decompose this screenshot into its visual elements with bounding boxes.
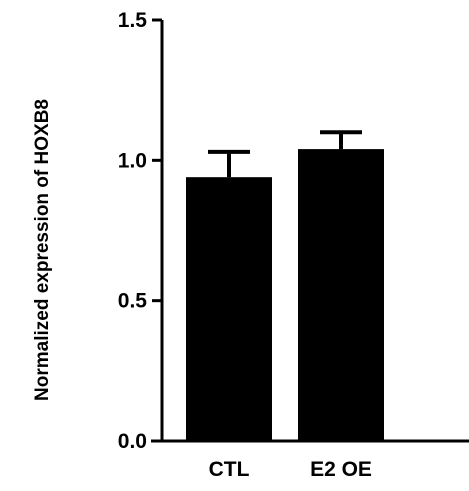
y-tick-label: 1.0 bbox=[118, 149, 147, 172]
y-tick-label: 0.0 bbox=[118, 430, 147, 453]
bar-e2-oe bbox=[298, 149, 384, 441]
y-axis-label: Normalized expression of HOXB8 bbox=[32, 99, 53, 401]
bar-ctl bbox=[186, 177, 272, 441]
y-tick-label: 0.5 bbox=[118, 290, 148, 313]
x-tick-labels: CTL E2 OE bbox=[209, 458, 372, 481]
bars bbox=[186, 149, 384, 441]
x-tick-label: E2 OE bbox=[310, 458, 372, 481]
x-tick-label: CTL bbox=[209, 458, 250, 481]
y-ticks: 0.0 0.5 1.0 1.5 bbox=[118, 9, 162, 453]
y-tick-label: 1.5 bbox=[118, 9, 148, 32]
